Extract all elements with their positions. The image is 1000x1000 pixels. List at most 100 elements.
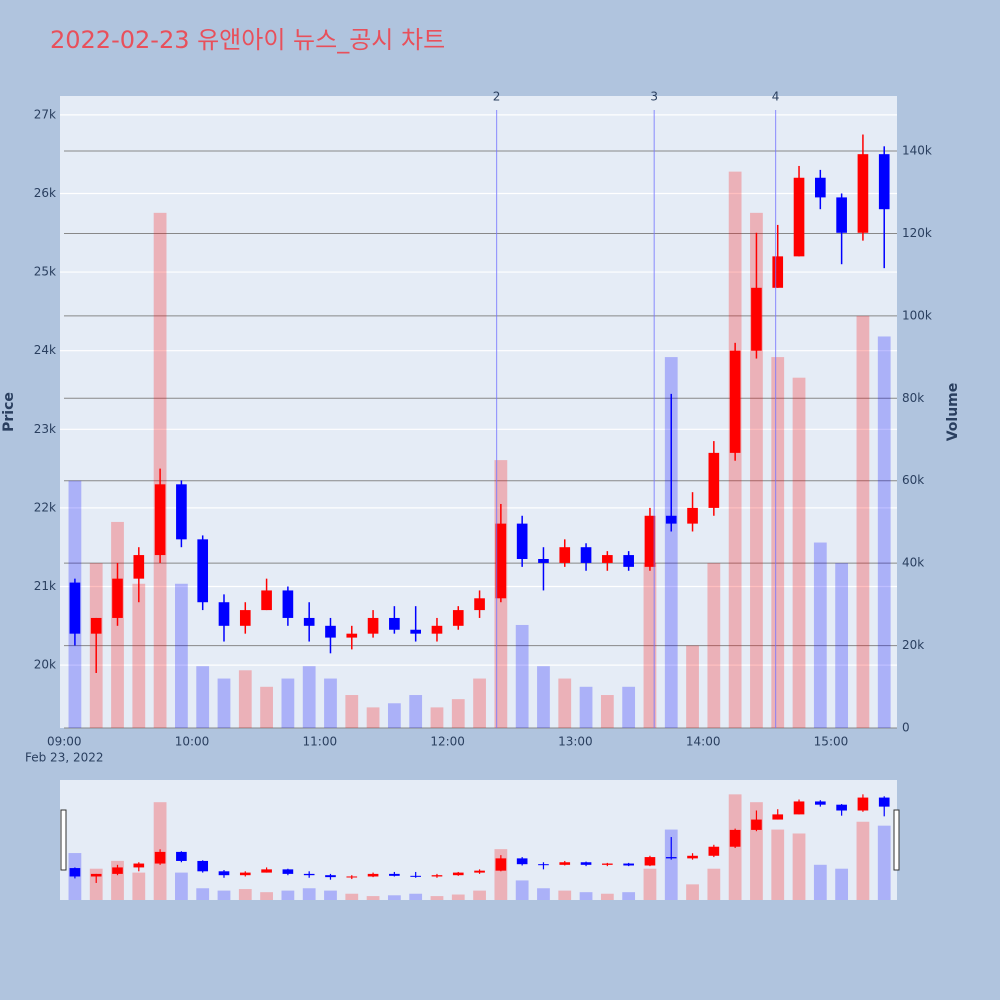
x-tick-label: 11:00: [303, 735, 338, 749]
volume-bar: [792, 377, 806, 728]
candle-body: [815, 177, 826, 198]
y2-tick-label: 60k: [902, 473, 924, 487]
slider-candle-body: [772, 814, 784, 820]
slider-volume-bar: [324, 890, 337, 900]
y2-tick-label: 40k: [902, 556, 924, 570]
slider-volume-bar: [813, 864, 827, 900]
y2-tick-label: 140k: [902, 144, 932, 158]
slider-volume-bar: [835, 868, 849, 900]
slider-volume-bar: [387, 895, 401, 900]
volume-bar: [664, 357, 678, 728]
slider-candle-body: [112, 867, 123, 874]
volume-bar: [877, 336, 891, 728]
slider-candle-body: [389, 873, 400, 876]
slider-candle-body: [367, 873, 379, 877]
candle-body: [197, 539, 209, 603]
volume-bar: [387, 703, 401, 728]
slider-candle-body: [197, 860, 209, 872]
slider-candle-body: [282, 869, 294, 874]
slider-volume-bar: [132, 872, 146, 900]
slider-handle-left[interactable]: [60, 809, 67, 871]
news-marker-label: 4: [772, 90, 780, 104]
slider-volume-bar: [238, 889, 252, 900]
slider-volume-bar: [451, 894, 465, 900]
slider-candle-body: [90, 873, 102, 877]
slider-volume-bar: [707, 868, 721, 900]
volume-bar: [196, 666, 210, 728]
candle-body: [580, 547, 592, 563]
y-tick-label: 25k: [34, 265, 56, 279]
volume-bar: [771, 357, 785, 728]
slider-candle-body: [580, 862, 592, 865]
slider-candle-body: [602, 863, 613, 865]
slider-candle-body: [261, 869, 272, 873]
slider-candle-body: [815, 801, 826, 805]
x-tick-label: 13:00: [558, 735, 593, 749]
candle-body: [772, 256, 784, 288]
candle-body: [346, 633, 358, 638]
range-slider[interactable]: [60, 780, 897, 900]
slider-volume-bar: [558, 890, 572, 900]
slider-volume-bar: [856, 821, 870, 900]
slider-handle-right[interactable]: [893, 809, 900, 871]
slider-volume-bar: [792, 833, 806, 900]
candle-body: [452, 610, 464, 626]
slider-candle-body: [857, 797, 869, 811]
slider-volume-bar: [622, 892, 636, 900]
volume-bar: [345, 695, 359, 728]
candle-body: [836, 197, 847, 233]
y2-tick-label: 20k: [902, 638, 924, 652]
y-axis-title: Price: [1, 392, 17, 432]
candle-body: [857, 154, 869, 233]
volume-bar: [260, 686, 273, 728]
x-tick-label: 15:00: [814, 735, 849, 749]
slider-volume-bar: [196, 888, 210, 900]
x-tick-label: 09:00: [47, 735, 82, 749]
slider-volume-bar: [345, 893, 359, 900]
y-tick-label: 22k: [34, 500, 56, 514]
slider-candle-body: [623, 863, 634, 866]
slider-candle-body: [474, 870, 485, 873]
slider-candle-body: [154, 851, 166, 864]
volume-bar: [430, 707, 444, 728]
slider-volume-bar: [281, 890, 295, 900]
candle-body: [367, 617, 379, 634]
slider-candle-body: [303, 873, 315, 876]
y2-tick-label: 100k: [902, 308, 932, 322]
volume-bar: [835, 563, 849, 728]
slider-volume-bar: [175, 872, 188, 900]
candle-body: [431, 625, 443, 634]
volume-bar: [451, 699, 465, 728]
slider-candle-body: [516, 858, 528, 865]
y-tick-label: 20k: [34, 658, 56, 672]
candle-body: [303, 617, 315, 626]
candle-body: [623, 555, 634, 567]
candle-body: [239, 610, 251, 626]
volume-bar: [813, 542, 827, 728]
volume-bar: [643, 563, 657, 728]
slider-candle-body: [878, 797, 890, 807]
slider-volume-bar: [473, 890, 486, 900]
volume-bar: [281, 678, 295, 728]
slider-volume-bar: [260, 892, 273, 900]
chart-title: 2022-02-23 유앤아이 뉴스_공시 차트: [50, 26, 445, 54]
slider-candle-body: [836, 804, 847, 811]
slider-volume-bar: [877, 825, 891, 900]
volume-bar: [856, 315, 870, 728]
slider-candle-body: [431, 875, 443, 877]
slider-candle-body: [69, 868, 81, 877]
slider-volume-bar: [643, 868, 657, 900]
candle-body: [559, 547, 571, 563]
volume-bar: [686, 645, 699, 728]
volume-bar: [302, 666, 316, 728]
news-marker-label: 3: [650, 90, 658, 104]
slider-candle-body: [687, 855, 698, 859]
volume-bar: [217, 678, 231, 728]
y-tick-label: 21k: [34, 579, 56, 593]
slider-candle-body: [644, 857, 656, 866]
candle-body: [878, 154, 890, 210]
volume-bar: [537, 666, 550, 728]
slider-volume-bar: [430, 896, 444, 900]
candle-body: [729, 350, 741, 453]
